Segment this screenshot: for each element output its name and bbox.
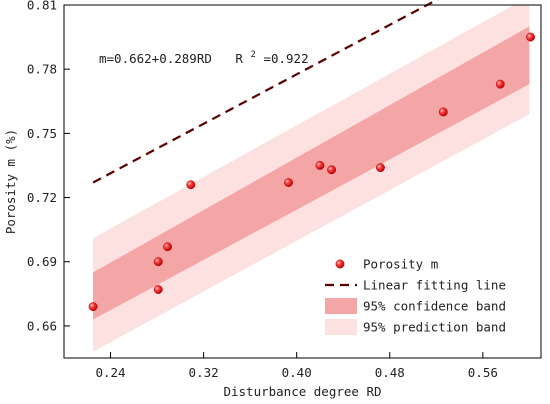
y-tick-label: 0.81 (27, 0, 57, 13)
data-point (438, 107, 448, 117)
data-point (526, 32, 535, 42)
legend-marker-icon (335, 259, 345, 269)
confidence-band (93, 26, 530, 320)
legend-band-swatch (325, 319, 357, 335)
data-point (163, 242, 172, 252)
bands-layer (93, 5, 530, 352)
data-point (375, 163, 385, 173)
linear-fitting-line (92, 0, 439, 184)
data-point (88, 302, 98, 312)
data-point (153, 257, 163, 267)
x-tick-label: 0.40 (282, 365, 312, 380)
data-point (495, 79, 505, 89)
equation-formula: m=0.662+0.289RD (99, 51, 212, 66)
fit-layer (92, 0, 439, 184)
points-layer (88, 32, 535, 312)
equation-r2-value: =0.922 (263, 51, 308, 66)
data-point (284, 178, 293, 188)
y-tick-label: 0.78 (27, 62, 57, 77)
y-tick-label: 0.72 (27, 190, 57, 205)
y-axis-label: Porosity m (%) (3, 129, 18, 234)
data-point (153, 285, 163, 294)
legend-label: Linear fitting line (363, 278, 506, 293)
regression-equation: m=0.662+0.289RD R 2 =0.922 (99, 45, 309, 66)
x-axis-label: Disturbance degree RD (223, 384, 381, 399)
ticks-layer: 0.24 0.32 0.40 0.48 0.56 0.66 0.69 0.72 0.75 0.78… (27, 0, 498, 380)
data-point (327, 165, 337, 175)
x-tick-label: 0.48 (375, 365, 405, 380)
legend: Porosity m Linear fitting line 95% confide… (325, 257, 506, 335)
legend-label: 95% confidence band (363, 299, 506, 314)
equation-r2-prefix: R (235, 51, 243, 66)
legend-band-swatch (325, 298, 357, 314)
y-tick-label: 0.66 (27, 318, 57, 333)
data-point (186, 180, 196, 190)
equation-r2-superscript: 2 (250, 50, 255, 60)
x-tick-label: 0.32 (189, 365, 219, 380)
legend-label: Porosity m (363, 257, 438, 272)
y-tick-label: 0.75 (27, 126, 57, 141)
plot-frame (63, 4, 542, 359)
y-tick-label: 0.69 (27, 254, 57, 269)
legend-label: 95% prediction band (363, 320, 506, 335)
x-tick-label: 0.24 (95, 365, 125, 380)
x-tick-label: 0.56 (468, 365, 498, 380)
data-point (315, 161, 325, 170)
